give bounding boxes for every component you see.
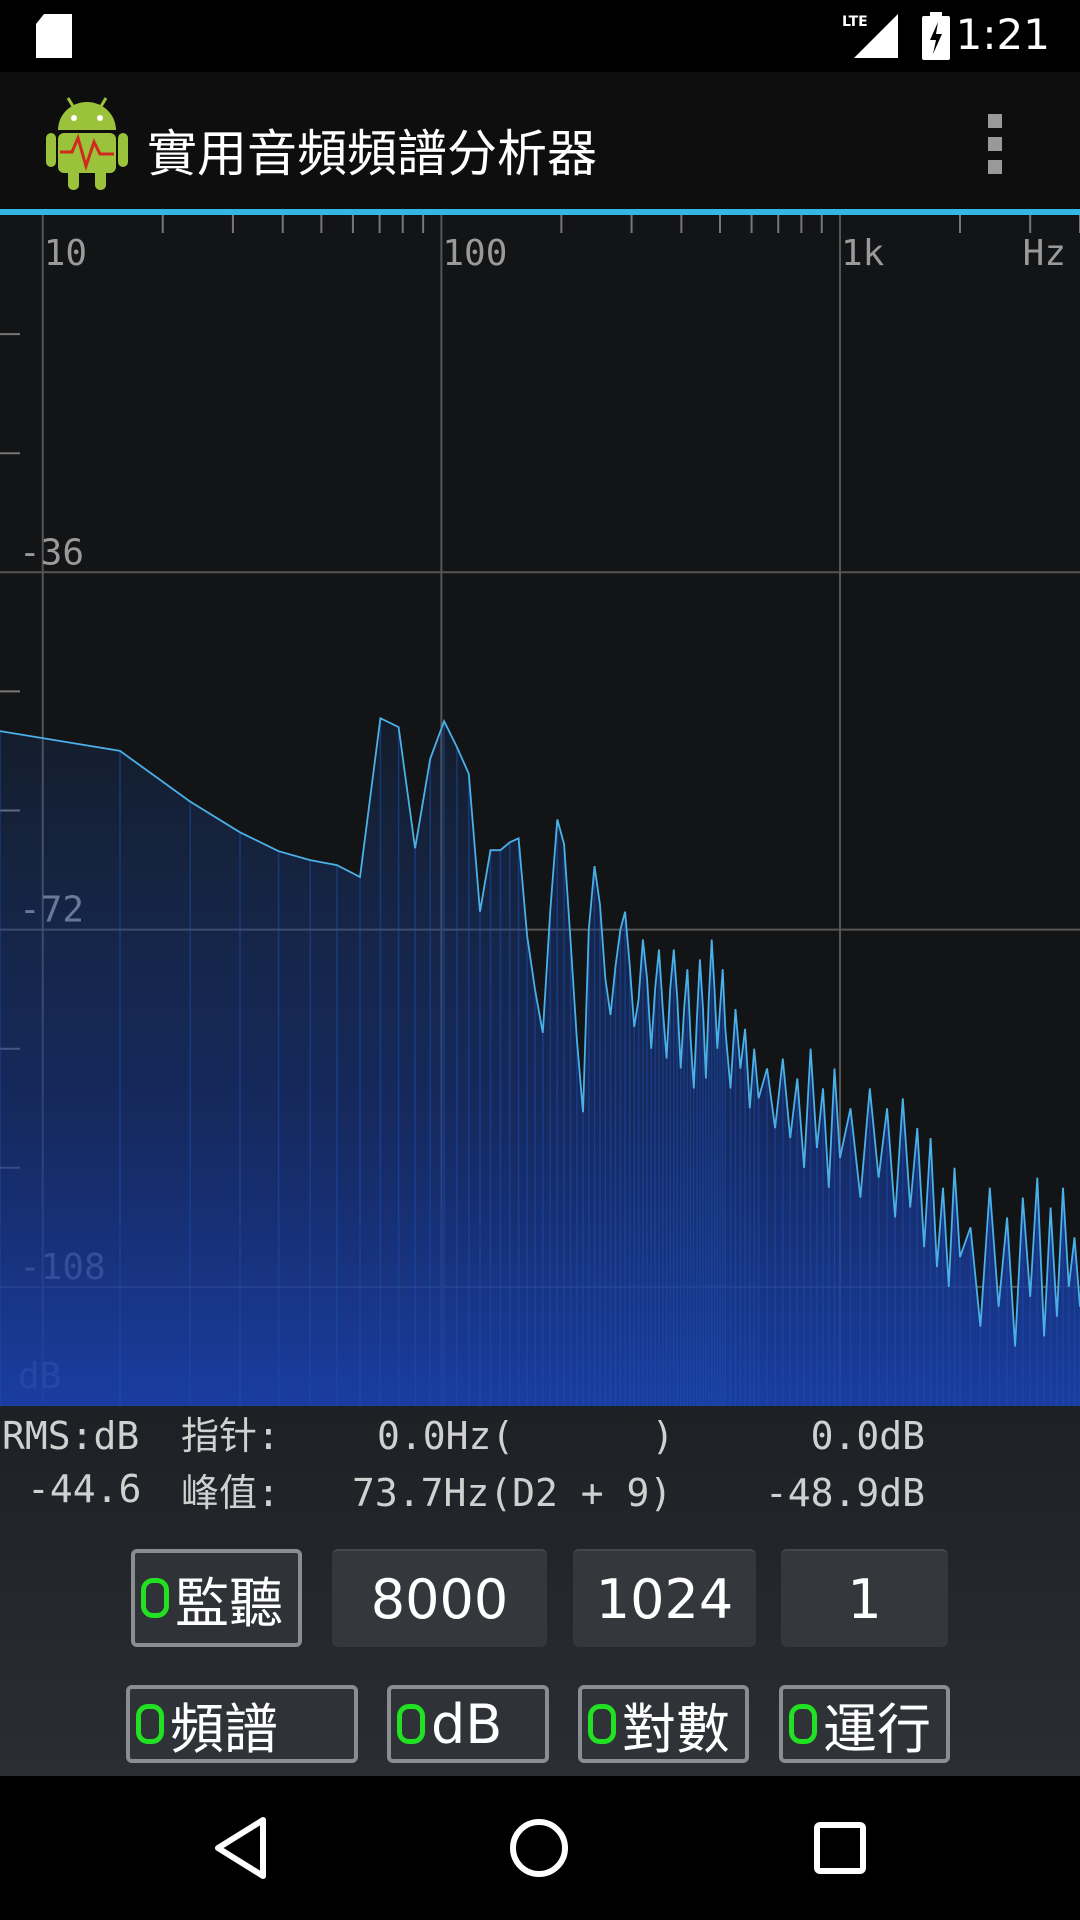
button-label: 運行 [823,1697,931,1761]
spectrum-button[interactable]: 頻譜 [126,1685,358,1763]
button-label: 1 [847,1567,882,1631]
app-bar: 實用音頻頻譜分析器 [0,72,1080,209]
app-title: 實用音頻頻譜分析器 [147,125,597,183]
indicator [141,1578,169,1618]
rms-value: -44.6 [27,1467,142,1511]
recents-button[interactable] [814,1822,866,1874]
button-label: 8000 [370,1567,509,1631]
indicator [136,1704,164,1744]
sample-rate-button[interactable]: 8000 [332,1549,547,1647]
app-icon [46,97,128,190]
button-label: dB [431,1692,503,1756]
cursor-db: 0.0dB [810,1414,925,1458]
indicator [789,1704,817,1744]
cursor-label: 指针: [181,1414,280,1458]
svg-text:LTE: LTE [842,14,868,30]
signal-icon: LTE [842,14,898,58]
button-label: 頻譜 [170,1697,278,1761]
monitor-button[interactable]: 監聽 [131,1549,302,1647]
log-button[interactable]: 對數 [578,1685,749,1763]
accent-line [0,209,1080,215]
indicator [397,1704,425,1744]
battery-icon [922,12,950,60]
x-tick-label: 100 [442,233,507,274]
average-button[interactable]: 1 [781,1549,948,1647]
status-bar: LTE 1:21 [0,0,1080,72]
x-unit-label: Hz [1023,233,1066,274]
cursor-frequency: 0.0Hz( ) [377,1414,675,1458]
sd-icon [36,14,72,58]
fft-length-button[interactable]: 1024 [573,1549,756,1647]
indicator [588,1704,616,1744]
clock: 1:21 [955,10,1050,59]
button-label: 1024 [595,1567,734,1631]
x-tick-label: 10 [44,233,87,274]
button-label: 對數 [622,1697,730,1761]
nav-icons [215,1817,866,1879]
button-label: 監聽 [175,1571,283,1635]
peak-label: 峰值: [181,1471,280,1515]
navigation-bar [0,1776,1080,1920]
y-tick-label: -36 [19,532,84,573]
back-button[interactable] [215,1817,266,1879]
control-panel: RMS:dB -44.6 指针: 0.0Hz( ) 0.0dB 峰值: 73.7… [0,1406,1080,1776]
x-tick-label: 1k [841,233,885,274]
run-button[interactable]: 運行 [779,1685,950,1763]
peak-db: -48.9dB [764,1471,925,1515]
rms-label: RMS:dB [2,1414,140,1458]
spectrum-line [0,716,1080,1347]
peak-frequency: 73.7Hz(D2 + 9) [352,1471,673,1515]
overflow-menu[interactable] [986,112,1006,176]
db-button[interactable]: dB [387,1685,549,1763]
home-button[interactable] [510,1819,568,1877]
